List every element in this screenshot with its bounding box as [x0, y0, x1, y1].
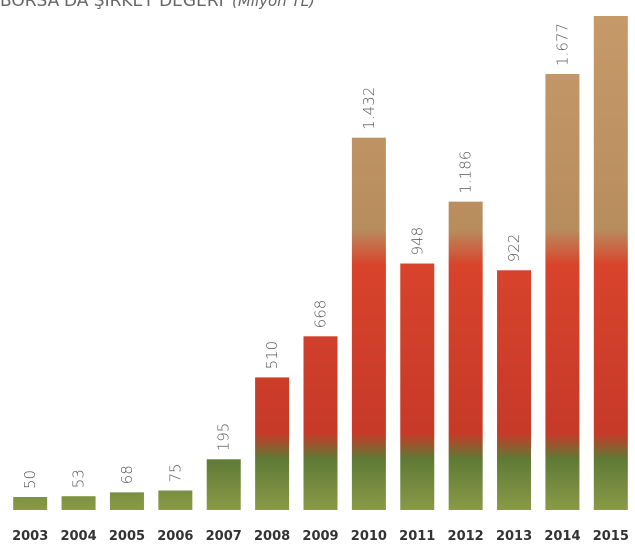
x-tick-label: 2015: [593, 529, 629, 544]
value-label: 75: [166, 463, 184, 482]
value-label: 1.186: [457, 151, 475, 194]
x-tick-label: 2003: [12, 529, 48, 544]
chart-subtitle: (Milyon TL): [232, 0, 315, 10]
x-tick-label: 2014: [544, 529, 580, 544]
bar: [109, 492, 144, 510]
bar: [545, 73, 580, 510]
value-label: 510: [263, 341, 281, 370]
x-tick-label: 2012: [448, 529, 484, 544]
bar: [206, 459, 241, 510]
x-tick-label: 2005: [109, 529, 145, 544]
bar: [61, 496, 96, 510]
value-label: 53: [70, 469, 88, 488]
bar: [158, 490, 193, 510]
value-label: 922: [505, 234, 523, 263]
x-tick-label: 2007: [206, 529, 242, 544]
value-label: 50: [21, 470, 39, 489]
bar: [351, 137, 386, 510]
bar: [497, 270, 532, 510]
x-tick-label: 2010: [351, 529, 387, 544]
bar: [400, 263, 435, 510]
bar: [448, 201, 483, 510]
value-label: 195: [215, 423, 233, 452]
x-tick-label: 2006: [157, 529, 193, 544]
value-label: 668: [312, 300, 330, 329]
chart-title: BORSA'DA ŞİRKET DEĞERİ: [0, 0, 224, 11]
value-label: 1.677: [553, 23, 571, 66]
bar: [303, 336, 338, 510]
x-tick-label: 2004: [60, 529, 96, 544]
x-tick-label: 2011: [399, 529, 435, 544]
x-tick-label: 2009: [302, 529, 338, 544]
value-label: 948: [408, 227, 426, 256]
x-tick-label: 2013: [496, 529, 532, 544]
bar: [593, 16, 628, 510]
x-tick-label: 2008: [254, 529, 290, 544]
bar: [255, 377, 290, 510]
bar: [13, 497, 48, 510]
value-label: 68: [118, 465, 136, 484]
value-label: 1.432: [360, 87, 378, 130]
